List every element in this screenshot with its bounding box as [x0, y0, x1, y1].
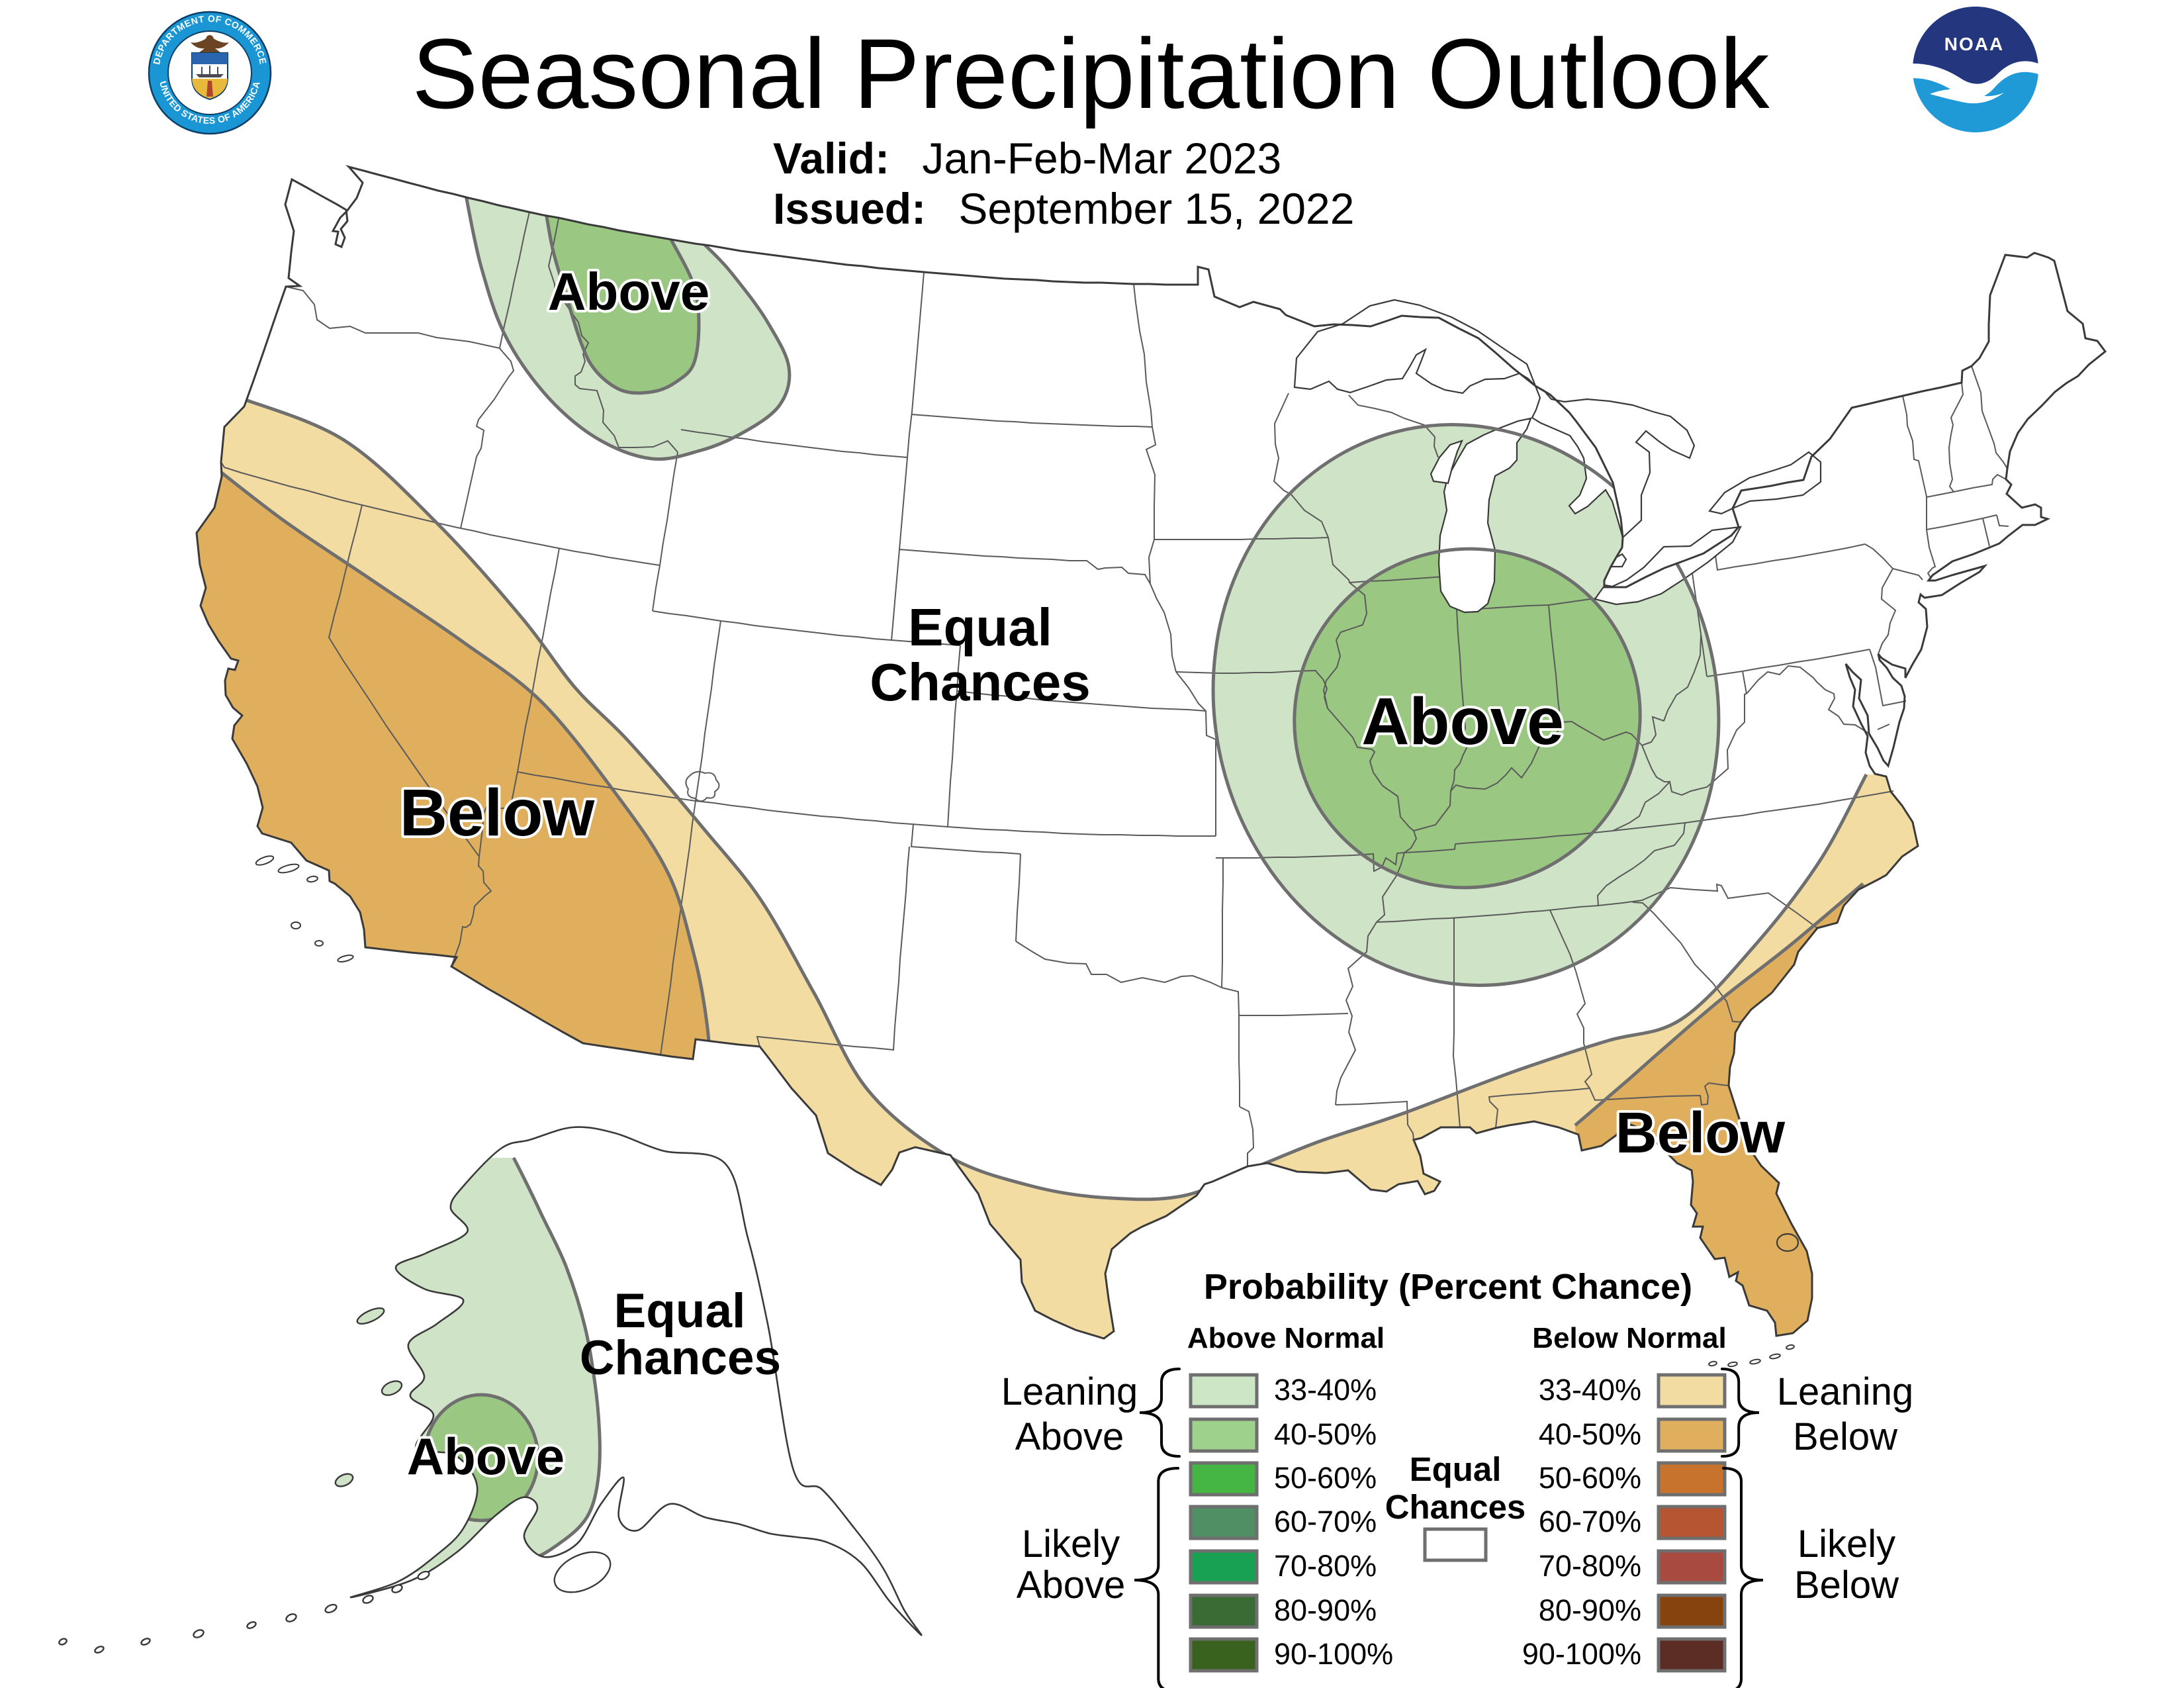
svg-text:Above Normal: Above Normal — [1187, 1322, 1385, 1354]
svg-text:33-40%: 33-40% — [1274, 1373, 1377, 1407]
svg-text:Above: Above — [548, 262, 710, 321]
svg-text:70-80%: 70-80% — [1274, 1549, 1377, 1583]
svg-text:50-60%: 50-60% — [1274, 1461, 1377, 1495]
svg-text:Probability (Percent Chance): Probability (Percent Chance) — [1204, 1267, 1692, 1307]
svg-text:40-50%: 40-50% — [1539, 1417, 1641, 1451]
svg-text:Likely: Likely — [1022, 1523, 1120, 1566]
svg-text:NOAA: NOAA — [1944, 34, 2004, 54]
svg-text:70-80%: 70-80% — [1539, 1549, 1641, 1583]
svg-text:90-100%: 90-100% — [1522, 1637, 1641, 1671]
svg-text:Below: Below — [1615, 1101, 1786, 1165]
svg-text:80-90%: 80-90% — [1274, 1593, 1377, 1627]
svg-text:Chances: Chances — [870, 653, 1090, 712]
svg-text:60-70%: 60-70% — [1539, 1505, 1641, 1538]
svg-text:Below: Below — [1793, 1415, 1898, 1458]
svg-text:80-90%: 80-90% — [1539, 1593, 1641, 1627]
svg-text:Equal: Equal — [1410, 1450, 1502, 1488]
svg-text:Below: Below — [400, 776, 595, 850]
svg-text:Chances: Chances — [1385, 1488, 1526, 1526]
svg-text:Below Normal: Below Normal — [1532, 1322, 1726, 1354]
svg-text:Equal: Equal — [614, 1284, 746, 1338]
svg-text:Above: Above — [1361, 684, 1564, 759]
svg-text:Likely: Likely — [1797, 1523, 1895, 1566]
svg-text:60-70%: 60-70% — [1274, 1505, 1377, 1538]
svg-text:Equal: Equal — [908, 598, 1052, 657]
svg-text:Leaning: Leaning — [1001, 1370, 1138, 1413]
svg-text:90-100%: 90-100% — [1274, 1637, 1393, 1671]
svg-text:Above: Above — [1017, 1564, 1125, 1607]
svg-text:Above: Above — [1015, 1415, 1124, 1458]
svg-text:Valid: Jan-Feb-Mar 2023: Valid: Jan-Feb-Mar 2023 — [773, 134, 1281, 183]
svg-text:Leaning: Leaning — [1777, 1370, 1913, 1413]
svg-text:50-60%: 50-60% — [1539, 1461, 1641, 1495]
svg-text:40-50%: 40-50% — [1274, 1417, 1377, 1451]
svg-text:Seasonal Precipitation Outlook: Seasonal Precipitation Outlook — [412, 18, 1770, 129]
svg-text:Chances: Chances — [580, 1331, 781, 1385]
svg-text:33-40%: 33-40% — [1539, 1373, 1641, 1407]
svg-text:Issued: September 15, 2022: Issued: September 15, 2022 — [773, 184, 1354, 233]
svg-text:Above: Above — [407, 1427, 565, 1485]
svg-text:Below: Below — [1794, 1564, 1899, 1607]
